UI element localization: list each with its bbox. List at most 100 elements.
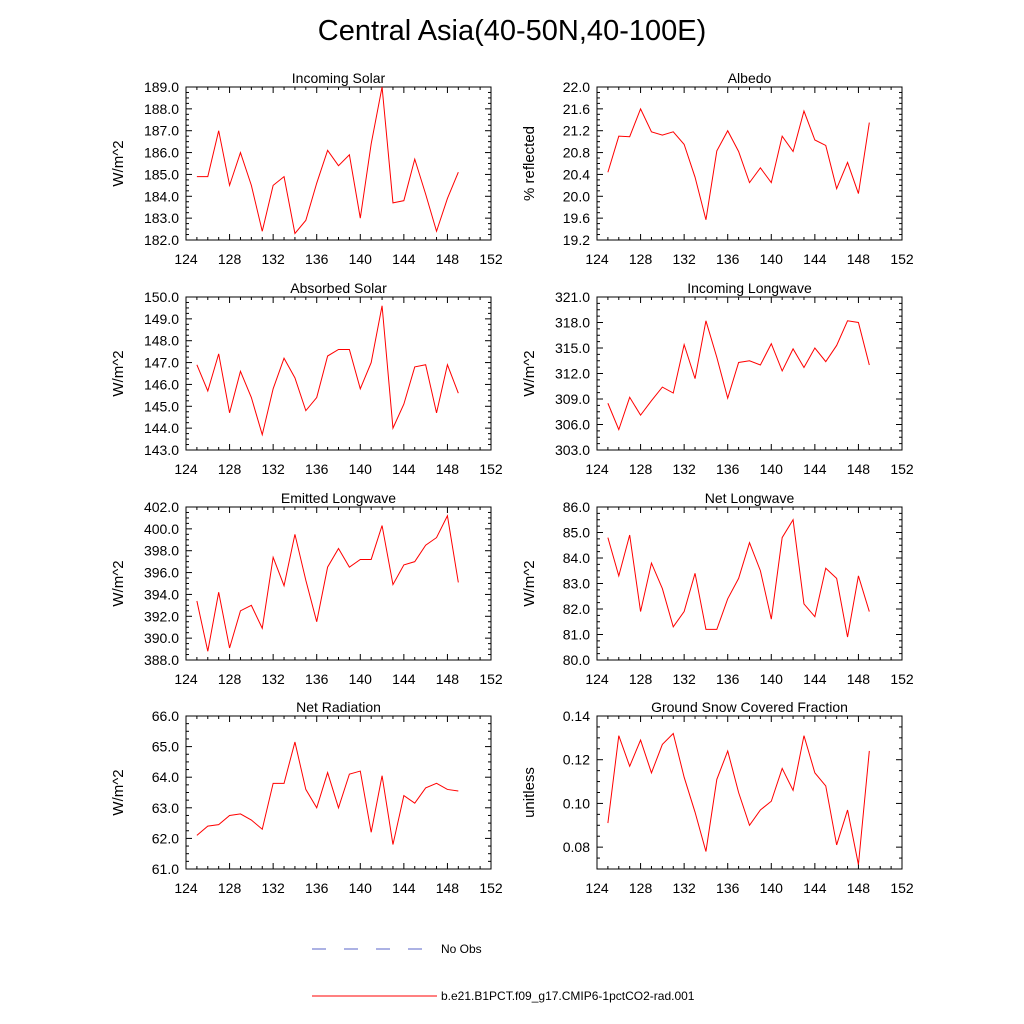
- panel-5-ytick-label: 388.0: [144, 652, 179, 668]
- panel-5-ytick-label: 390.0: [144, 630, 179, 646]
- panel-3: 124 128 132 136 140 144 148 152 143.0 144.0 145.0 1…: [110, 280, 503, 477]
- panel-3-xtick-label: 148: [436, 461, 460, 477]
- panel-1-ytick-label: 185.0: [144, 166, 179, 182]
- panel-2: 124 128 132 136 140 144 148 152 19.2 19.6 20.0 20.4…: [521, 70, 914, 267]
- panel-4-ylabel: W/m^2: [521, 350, 538, 396]
- panel-4-xtick-label: 144: [803, 461, 827, 477]
- panel-8-xtick-label: 136: [716, 880, 740, 896]
- panel-6-xtick-label: 152: [890, 671, 914, 687]
- panel-3-ytick-label: 150.0: [144, 289, 179, 305]
- panel-3-xtick-label: 152: [479, 461, 503, 477]
- panel-1-xtick-label: 148: [436, 251, 460, 267]
- panel-6: 124 128 132 136 140 144 148 152 80.0 81.0 82.0 83.0…: [521, 490, 914, 687]
- panel-2-xtick-label: 152: [890, 251, 914, 267]
- panel-4-xtick-label: 148: [847, 461, 871, 477]
- panel-6-series-line: [607, 518, 870, 638]
- panel-8-xtick-label: 148: [847, 880, 871, 896]
- panel-6-xtick-label: 148: [847, 671, 871, 687]
- panel-2-title: Albedo: [728, 70, 772, 86]
- panel-1-title: Incoming Solar: [292, 70, 386, 86]
- panel-4-ytick-label: 309.0: [555, 391, 590, 407]
- panel-6-ytick-label: 83.0: [563, 576, 590, 592]
- panel-1-xtick-label: 144: [392, 251, 416, 267]
- panel-8-title: Ground Snow Covered Fraction: [651, 699, 848, 715]
- panel-4: 124 128 132 136 140 144 148 152 303.0 306.0 309.0 3…: [521, 280, 914, 477]
- panel-3-xtick-label: 132: [261, 461, 285, 477]
- panel-2-ytick-label: 21.2: [563, 123, 590, 139]
- panel-2-ytick-label: 20.0: [563, 188, 590, 204]
- panel-2-xtick-label: 144: [803, 251, 827, 267]
- panel-4-ytick-label: 318.0: [555, 315, 590, 331]
- panel-6-xtick-label: 136: [716, 671, 740, 687]
- panel-3-xtick-label: 136: [305, 461, 329, 477]
- panel-1-xtick-label: 132: [261, 251, 285, 267]
- panel-5-ytick-label: 400.0: [144, 521, 179, 537]
- panel-8-frame: [596, 715, 903, 870]
- panel-2-ytick-label: 22.0: [563, 79, 590, 95]
- panel-7-xtick-label: 148: [436, 880, 460, 896]
- panel-7-ytick-label: 65.0: [152, 739, 179, 755]
- panel-1-ytick-label: 188.0: [144, 101, 179, 117]
- panel-1-ytick-label: 186.0: [144, 145, 179, 161]
- panel-6-title: Net Longwave: [705, 490, 795, 506]
- panel-8-xtick-label: 132: [672, 880, 696, 896]
- panel-2-ylabel: % reflected: [521, 126, 538, 201]
- panel-1-xtick-label: 136: [305, 251, 329, 267]
- panel-7-frame: [185, 715, 492, 870]
- panel-4-ytick-label: 306.0: [555, 417, 590, 433]
- panel-6-xtick-label: 144: [803, 671, 827, 687]
- panel-2-xtick-label: 124: [585, 251, 609, 267]
- panel-3-ytick-label: 148.0: [144, 333, 179, 349]
- figure-title: Central Asia(40-50N,40-100E): [317, 15, 707, 47]
- panel-5-xtick-label: 144: [392, 671, 416, 687]
- panel-8-xtick-label: 152: [890, 880, 914, 896]
- panel-5-series-line: [196, 514, 459, 652]
- panel-2-frame: [596, 86, 903, 241]
- panel-2-xtick-label: 128: [629, 251, 653, 267]
- panel-7-ytick-label: 64.0: [152, 769, 179, 785]
- panel-6-xtick-label: 124: [585, 671, 609, 687]
- panel-3-ytick-label: 146.0: [144, 376, 179, 392]
- legend-model-label: b.e21.B1PCT.f09_g17.CMIP6-1pctCO2-rad.00…: [441, 989, 695, 1003]
- panel-8-ylabel: unitless: [521, 767, 538, 818]
- panel-6-ytick-label: 84.0: [563, 550, 590, 566]
- panel-4-xtick-label: 124: [585, 461, 609, 477]
- panel-5-ytick-label: 392.0: [144, 608, 179, 624]
- panel-4-title: Incoming Longwave: [687, 280, 812, 296]
- panel-1-xtick-label: 140: [349, 251, 373, 267]
- panel-7-ylabel: W/m^2: [110, 769, 127, 815]
- panel-3-ylabel: W/m^2: [110, 350, 127, 396]
- panel-2-series-line: [607, 107, 870, 220]
- panel-2-ytick-label: 20.8: [563, 145, 590, 161]
- panel-2-ytick-label: 21.6: [563, 101, 590, 117]
- panel-5-xtick-label: 140: [349, 671, 373, 687]
- panel-8-ytick-label: 0.10: [563, 795, 590, 811]
- panel-8: 124 128 132 136 140 144 148 152 0.08 0.10 0.12 0.14…: [521, 699, 914, 896]
- panel-6-xtick-label: 132: [672, 671, 696, 687]
- legend: No Obs b.e21.B1PCT.f09_g17.CMIP6-1pctCO2-…: [312, 942, 695, 1003]
- panel-1: 124 128 132 136 140 144 148 152 182.0 183.0 184.0 1…: [110, 70, 503, 267]
- panel-1-xtick-label: 152: [479, 251, 503, 267]
- panel-6-xtick-label: 140: [760, 671, 784, 687]
- panel-2-ytick-label: 19.2: [563, 232, 590, 248]
- panel-3-ytick-label: 147.0: [144, 355, 179, 371]
- panel-2-xtick-label: 132: [672, 251, 696, 267]
- panel-4-xtick-label: 132: [672, 461, 696, 477]
- panel-1-ytick-label: 187.0: [144, 123, 179, 139]
- panel-6-ytick-label: 86.0: [563, 499, 590, 515]
- panel-5-xtick-label: 148: [436, 671, 460, 687]
- panel-5-ytick-label: 394.0: [144, 586, 179, 602]
- panel-3-xtick-label: 140: [349, 461, 373, 477]
- panel-2-ytick-label: 19.6: [563, 210, 590, 226]
- panel-2-xtick-label: 136: [716, 251, 740, 267]
- panel-2-xtick-label: 140: [760, 251, 784, 267]
- panel-1-ylabel: W/m^2: [110, 140, 127, 186]
- panel-7-ytick-label: 66.0: [152, 708, 179, 724]
- panel-7-xtick-label: 132: [261, 880, 285, 896]
- panel-4-xtick-label: 152: [890, 461, 914, 477]
- panel-5: 124 128 132 136 140 144 148 152 388.0 390.0 392.0 3…: [110, 490, 503, 687]
- panel-1-frame: [185, 86, 492, 241]
- panel-7-xtick-label: 152: [479, 880, 503, 896]
